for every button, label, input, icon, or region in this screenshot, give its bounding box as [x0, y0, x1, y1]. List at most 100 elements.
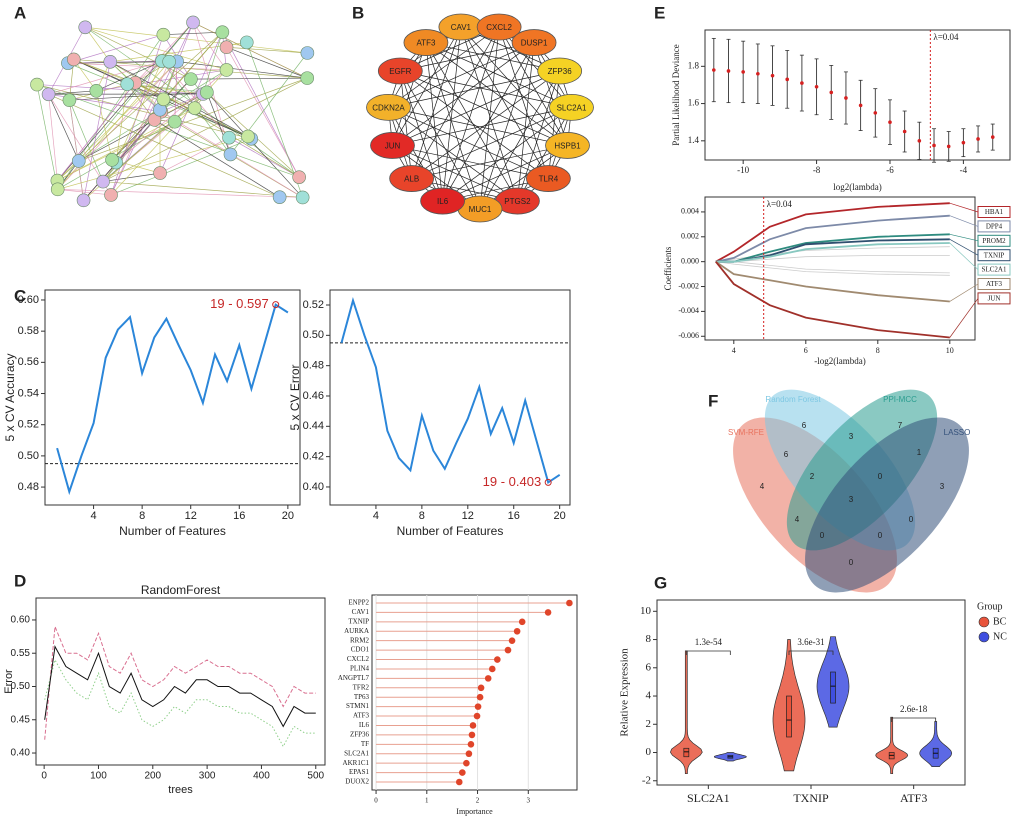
network-edge — [425, 42, 568, 146]
box — [830, 671, 836, 704]
network-edge — [479, 70, 560, 210]
y-tick-label: 2 — [646, 718, 652, 730]
network-edge — [36, 84, 204, 95]
x-tick-label: 12 — [185, 510, 197, 522]
network-edge — [400, 70, 572, 108]
venn-count: 0 — [820, 531, 825, 540]
legend-box — [977, 234, 1011, 247]
network-edge — [67, 62, 227, 71]
node-label: SLC2A1 — [557, 103, 587, 112]
network-edge — [425, 42, 481, 210]
network-edge — [110, 61, 170, 196]
network-edge — [69, 100, 84, 201]
node-label: CDKN2A — [372, 103, 405, 112]
label-connector — [949, 283, 979, 302]
node-label: ALB — [404, 175, 419, 184]
series-line — [44, 645, 316, 728]
category-label: CXCL2 — [347, 655, 370, 663]
network-node — [219, 40, 234, 55]
node-label: DUSP1 — [521, 39, 548, 48]
significance-bracket — [891, 717, 937, 722]
highlight-point — [272, 301, 280, 309]
network-edge — [57, 61, 170, 190]
y-tick-label: 0.50 — [303, 329, 324, 341]
panel-letter: C — [14, 286, 26, 305]
network-node — [103, 54, 118, 69]
x-tick-label: 200 — [144, 771, 161, 782]
x-tick-label: 6 — [804, 346, 808, 355]
x-tick-label: ATF3 — [900, 791, 927, 805]
y-tick-label: 0.52 — [303, 299, 324, 311]
panel-letter: A — [14, 3, 26, 22]
network-edge — [425, 42, 572, 108]
category-label: TP63 — [354, 693, 370, 701]
network-edge — [110, 22, 194, 196]
network-edge — [48, 60, 163, 95]
network-edge — [226, 46, 308, 79]
x-tick-label: 16 — [233, 510, 245, 522]
plot-frame — [329, 289, 571, 506]
network-edge — [69, 91, 207, 101]
point — [741, 70, 745, 74]
network-edge — [159, 137, 230, 174]
highlight-point — [544, 478, 552, 486]
network-edge — [246, 42, 303, 198]
x-tick-label: 4 — [373, 510, 379, 522]
network-node — [156, 27, 171, 42]
legend-label: TXNIP — [984, 251, 1005, 259]
x-tick-label: 3 — [527, 797, 531, 805]
lollipop-dot — [459, 769, 466, 776]
network-edge — [36, 84, 252, 140]
network-edge — [192, 22, 227, 71]
network-node — [525, 165, 571, 192]
network-edge — [228, 137, 300, 178]
lollipop-dot — [504, 646, 512, 654]
network-node — [187, 101, 202, 115]
node-label: JUN — [385, 142, 401, 151]
category-label: RRM2 — [350, 636, 370, 644]
point — [726, 69, 731, 73]
legend-box — [977, 278, 1011, 290]
network-node — [366, 93, 411, 121]
network-edge — [67, 34, 164, 64]
category-label: ATF3 — [353, 712, 369, 720]
node-label: ATF3 — [416, 39, 436, 48]
y-tick-label: 0.44 — [303, 420, 324, 432]
network-node — [78, 20, 93, 35]
lollipop-dot — [467, 741, 475, 748]
network-edge — [174, 61, 178, 122]
y-tick-label: 0.004 — [681, 207, 699, 216]
y-tick-label: 0.54 — [18, 387, 39, 399]
network-edge — [57, 121, 175, 181]
point — [902, 129, 907, 134]
network-node — [215, 25, 230, 39]
network-edge — [57, 189, 303, 198]
legend-title: Group — [977, 601, 1003, 612]
network-edge — [442, 107, 572, 202]
network-node — [295, 190, 310, 205]
venn-count: 0 — [909, 515, 914, 524]
category-label: DUOX2 — [345, 778, 369, 786]
network-edge — [48, 93, 280, 198]
x-axis-label: Importance — [456, 807, 493, 816]
network-edge — [411, 107, 572, 179]
legend-box — [977, 292, 1011, 305]
y-tick-label: 1.8 — [688, 60, 700, 70]
network-edge — [388, 26, 500, 108]
network-edge — [411, 26, 500, 179]
point — [770, 73, 775, 78]
network-edge — [442, 26, 462, 202]
venn-count: 0 — [849, 558, 854, 567]
y-axis-label: 5 x CV Error — [288, 364, 302, 430]
y-axis-label: Error — [3, 669, 15, 694]
x-tick-label: 0 — [41, 771, 47, 782]
network-edge — [442, 26, 500, 202]
x-tick-label: 4 — [91, 510, 97, 522]
point — [873, 111, 878, 115]
y-tick-label: 6 — [646, 661, 652, 673]
x-tick-label: 16 — [508, 510, 520, 522]
network-edge — [400, 70, 568, 146]
point — [932, 143, 936, 148]
category-label: ANGPTL7 — [338, 674, 370, 682]
network-edge — [392, 42, 427, 146]
